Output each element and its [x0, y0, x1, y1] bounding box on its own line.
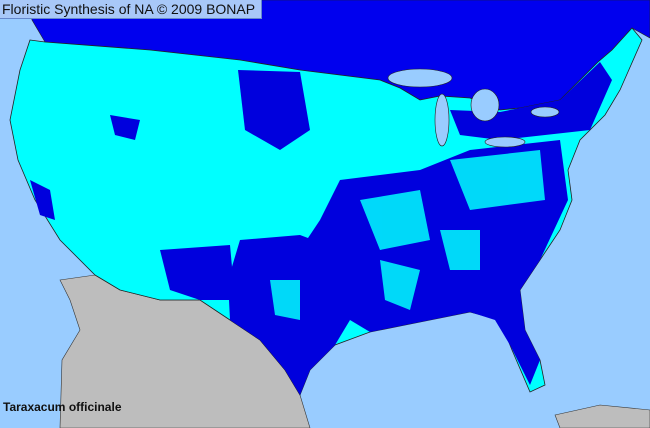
cuba: [554, 404, 650, 428]
patch: [360, 190, 430, 250]
patch: [270, 280, 300, 320]
lake-michigan: [434, 93, 450, 147]
presence-california: [30, 180, 55, 220]
lake-ontario: [530, 106, 560, 118]
presence-new-mexico: [160, 245, 235, 300]
patch: [440, 230, 480, 270]
map-title: Floristic Synthesis of NA © 2009 BONAP: [0, 0, 263, 19]
patch: [450, 150, 545, 210]
species-label: Taraxacum officinale: [3, 400, 122, 414]
lake-superior: [387, 68, 453, 88]
presence-idaho: [110, 115, 140, 140]
great-lakes: [387, 68, 560, 148]
lake-huron: [470, 88, 500, 122]
presence-north-plains: [238, 70, 310, 150]
lighter-patches: [270, 150, 545, 320]
lake-erie: [484, 136, 526, 148]
presence-michigan-ne: [450, 62, 612, 140]
patch: [380, 260, 420, 310]
